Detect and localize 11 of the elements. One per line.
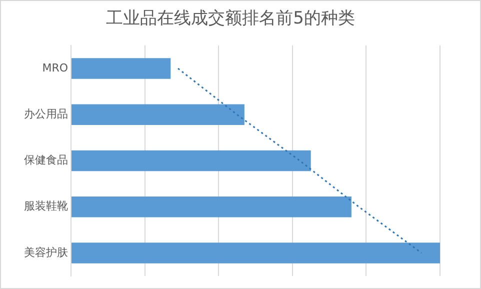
bar: [72, 58, 171, 79]
y-tick-label: 美容护肤: [24, 246, 68, 259]
chart-title: 工业品在线成交额排名前5的种类: [106, 8, 355, 29]
y-tick-label: 办公用品: [24, 107, 68, 120]
y-tick-label: MRO: [42, 61, 68, 74]
bar: [72, 104, 244, 125]
bar: [72, 150, 311, 172]
y-tick-label: 保健食品: [24, 154, 68, 167]
bar: [72, 242, 440, 264]
y-tick-label: 服装鞋靴: [24, 200, 68, 213]
bar: [72, 196, 352, 218]
